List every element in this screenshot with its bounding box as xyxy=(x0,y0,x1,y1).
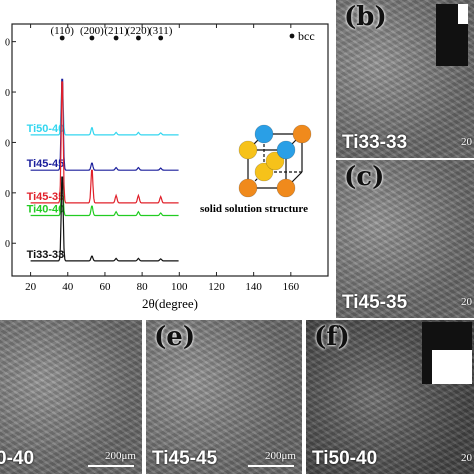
x-tick-label-3: 80 xyxy=(137,281,149,293)
y-tick-label-1: 0 xyxy=(5,88,10,99)
panel-label-b: Ti33-33 xyxy=(342,132,408,153)
series-line-Ti40-40 xyxy=(30,182,179,217)
sem-panel-b: (b) Ti33-33 20 xyxy=(336,0,474,158)
series-line-Ti50-40 xyxy=(30,83,179,136)
atom-2 xyxy=(254,162,274,182)
atom-6 xyxy=(238,178,258,198)
atom-4 xyxy=(238,140,258,160)
y-tick-label-3: 0 xyxy=(5,189,10,200)
bcc-marker-0 xyxy=(59,35,65,41)
scale-text-d: 200μm xyxy=(105,450,136,462)
cube-depth-edge-3 xyxy=(247,171,265,189)
bcc-marker-4 xyxy=(158,35,164,41)
scale-bar-d xyxy=(88,465,134,467)
series-label-Ti45-45: Ti45-45 xyxy=(27,158,65,170)
y-tick-label-4: 0 xyxy=(5,239,10,250)
x-tick-label-0: 20 xyxy=(25,281,37,293)
y-tick-label-2: 0 xyxy=(5,138,10,149)
panel-letter-b: (b) xyxy=(344,2,387,32)
atom-7 xyxy=(276,178,296,198)
y-tick-label-0: 0 xyxy=(5,38,10,49)
sem-panel-e: (e) Ti45-45 200μm xyxy=(146,320,302,474)
scale-bar-e xyxy=(248,465,294,467)
sem-panel-f: (f) Ti50-40 20 xyxy=(306,320,474,474)
peak-label-3: (220) xyxy=(126,25,150,37)
scale-text-c: 20 xyxy=(461,296,472,308)
panel-label-f: Ti50-40 xyxy=(312,448,378,469)
scale-text-f: 20 xyxy=(461,452,472,464)
bcc-marker-1 xyxy=(89,35,95,41)
x-tick-label-6: 140 xyxy=(245,281,262,293)
legend-bcc-label: bcc xyxy=(298,29,315,43)
peak-label-1: (200) xyxy=(80,25,104,37)
peak-label-2: (211) xyxy=(104,25,128,37)
x-tick-label-2: 60 xyxy=(99,281,111,293)
series-label-Ti33-33: Ti33-33 xyxy=(27,249,65,261)
inset-image-f-highlight xyxy=(432,350,472,384)
atom-1 xyxy=(292,124,312,144)
atom-3 xyxy=(265,151,285,171)
panel-label-d: 0-40 xyxy=(0,448,35,469)
atom-5 xyxy=(276,140,296,160)
peak-label-4: (311) xyxy=(149,25,173,37)
x-tick-label-5: 120 xyxy=(208,281,225,293)
panel-label-c: Ti45-35 xyxy=(342,292,408,313)
series-line-Ti33-33 xyxy=(30,176,179,262)
series-label-Ti50-40: Ti50-40 xyxy=(27,123,65,135)
xrd-chart-panel: 20 40 60 80 100 120 140 160 2θ(degree) 0 0 0 0 0 Ti50-… xyxy=(0,0,336,318)
series-label-Ti45-35: Ti45-35 xyxy=(27,191,65,203)
bcc-marker-2 xyxy=(113,35,119,41)
inset-caption: solid solution structure xyxy=(200,203,308,215)
peak-label-0: (110) xyxy=(50,25,74,37)
panel-letter-c: (c) xyxy=(344,162,385,192)
sem-panel-c: (c) Ti45-35 20 xyxy=(336,160,474,318)
scale-text-e: 200μm xyxy=(265,450,296,462)
xrd-chart: 20 40 60 80 100 120 140 160 2θ(degree) 0 0 0 0 0 Ti50-… xyxy=(5,23,329,311)
sem-panel-d: 0-40 200μm xyxy=(0,320,142,474)
atom-0 xyxy=(254,124,274,144)
x-tick-label-4: 100 xyxy=(171,281,188,293)
x-axis-label: 2θ(degree) xyxy=(142,296,198,311)
panel-label-e: Ti45-45 xyxy=(152,448,218,469)
x-tick-label-1: 40 xyxy=(62,281,74,293)
series-line-Ti45-45 xyxy=(30,78,179,171)
panel-letter-f: (f) xyxy=(314,322,350,352)
series-label-Ti40-40: Ti40-40 xyxy=(27,204,65,216)
plot-frame xyxy=(11,23,329,277)
bcc-marker-3 xyxy=(136,35,141,41)
x-tick-label-7: 160 xyxy=(283,281,300,293)
inset-image-b-highlight xyxy=(458,4,468,24)
legend-bcc-marker xyxy=(289,33,295,39)
scale-text-b: 20 xyxy=(461,136,472,148)
series-line-Ti45-35 xyxy=(30,81,179,204)
panel-letter-e: (e) xyxy=(154,322,196,352)
